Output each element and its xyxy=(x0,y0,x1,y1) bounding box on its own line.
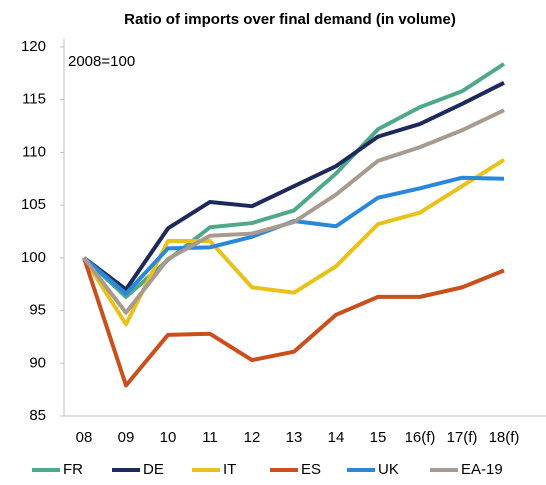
x-tick-label: 08 xyxy=(76,429,93,446)
x-tick-label: 14 xyxy=(328,429,345,446)
line-series xyxy=(82,158,506,327)
line-series xyxy=(82,81,505,292)
x-tick-label: 15 xyxy=(370,429,387,446)
x-tick-label: 18(f) xyxy=(489,429,520,446)
x-tick-label: 12 xyxy=(244,429,261,446)
x-tick-label: 13 xyxy=(286,429,303,446)
y-tick-label: 105 xyxy=(21,196,46,213)
legend-label: DE xyxy=(143,461,164,478)
legend-label: UK xyxy=(378,461,399,478)
x-tick-label: 11 xyxy=(202,429,218,446)
y-tick-label: 85 xyxy=(29,407,46,424)
annotation: 2008=100 xyxy=(68,53,135,70)
x-tick-label: 09 xyxy=(118,429,135,446)
y-tick-label: 115 xyxy=(22,91,46,108)
y-tick-label: 110 xyxy=(22,143,46,160)
x-tick-label: 16(f) xyxy=(405,429,436,446)
x-tick-label: 10 xyxy=(160,429,177,446)
legend-label: ES xyxy=(301,461,321,478)
legend-label: FR xyxy=(63,461,83,478)
line-series xyxy=(82,257,505,388)
y-tick-label: 100 xyxy=(21,249,46,266)
y-tick-label: 120 xyxy=(21,38,46,55)
y-tick-label: 95 xyxy=(29,302,46,319)
x-tick-label: 17(f) xyxy=(447,429,478,446)
line-series xyxy=(82,108,505,315)
legend-label: EA-19 xyxy=(461,461,503,478)
legend-label: IT xyxy=(223,461,236,478)
chart-title: Ratio of imports over final demand (in v… xyxy=(124,11,456,28)
y-tick-label: 90 xyxy=(29,354,46,371)
